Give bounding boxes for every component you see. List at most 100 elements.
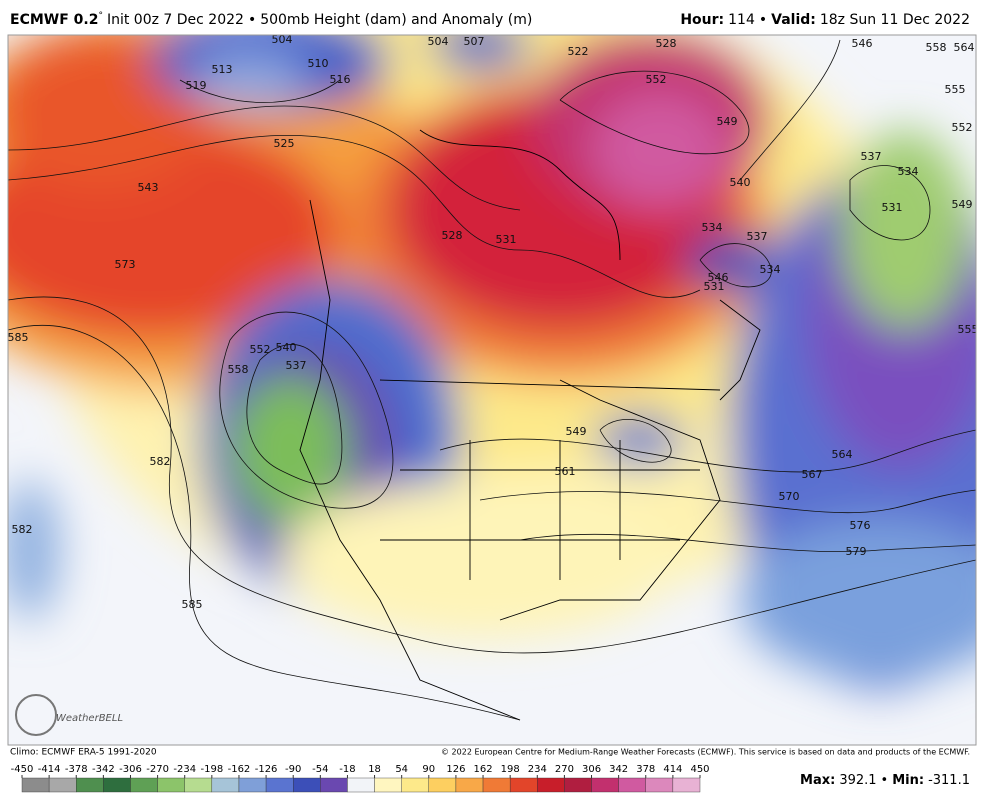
contour-label: 537 (861, 150, 882, 163)
colorbar-swatch (428, 777, 457, 793)
contour-label: 558 (926, 41, 947, 54)
colorbar-tick-label: 90 (422, 764, 435, 775)
colorbar-swatch (591, 777, 619, 793)
colorbar-swatch (76, 777, 104, 793)
contour-label: 534 (702, 221, 723, 234)
colorbar-tick-label: -306 (119, 764, 142, 775)
contour-label: 564 (954, 41, 975, 54)
logo-swirl (15, 694, 57, 736)
colorbar-tick-label: 18 (368, 764, 381, 775)
separator: • (248, 12, 256, 28)
colorbar-swatch (618, 777, 646, 793)
contour-label: 534 (898, 165, 919, 178)
contour-label: 585 (182, 598, 203, 611)
contour-label: 558 (228, 363, 249, 376)
colorbar-swatch (455, 777, 484, 793)
max: 392.1 (839, 773, 876, 788)
contour-label: 516 (330, 73, 351, 86)
colorbar-swatch (482, 777, 511, 793)
max-min: Max: 392.1 • Min: -311.1 (800, 773, 970, 788)
contour-label: 576 (850, 519, 871, 532)
contour-label: 549 (717, 115, 738, 128)
contour-label: 552 (952, 121, 973, 134)
height-contours (8, 39, 976, 721)
colorbar-swatch (293, 777, 321, 793)
separator: • (881, 773, 889, 788)
colorbar-tick-label: -414 (38, 764, 61, 775)
contour-label: 519 (186, 79, 207, 92)
valid-time: Hour: 114 • Valid: 18z Sun 11 Dec 2022 (680, 12, 970, 28)
contour-label: 537 (747, 230, 768, 243)
colorbar-swatch (48, 777, 77, 793)
contour-label: 582 (150, 455, 171, 468)
colorbar-swatch (130, 777, 158, 793)
colorbar-tick-label: -18 (339, 764, 355, 775)
contour-label: 522 (568, 45, 589, 58)
contour-label: 525 (274, 137, 295, 150)
contour-label: 582 (12, 523, 33, 536)
colorbar-tick-label: 234 (528, 764, 547, 775)
contour-label: 549 (566, 425, 587, 438)
colorbar-tick-label: -198 (200, 764, 223, 775)
colorbar-tick-label: -270 (146, 764, 169, 775)
contour-label: 510 (308, 57, 329, 70)
contour-label: 531 (496, 233, 517, 246)
hour-label: Hour: (680, 12, 724, 28)
colorbar-tick-label: 450 (690, 764, 709, 775)
colorbar-tick-label: 306 (582, 764, 601, 775)
model-name: ECMWF 0.2 (10, 12, 98, 28)
contour-label: 507 (464, 35, 485, 48)
map-frame (7, 34, 977, 746)
colorbar-swatch (401, 777, 429, 793)
coastlines-and-borders (299, 129, 761, 721)
contour-label: 531 (704, 280, 725, 293)
contour-label: 555 (945, 83, 966, 96)
model: ECMWF 0.2° Init 00z 7 Dec 2022 • 500mb Heig… (10, 11, 532, 29)
title: 500mb Height (dam) and Anomaly (m) (260, 12, 532, 28)
anomaly-field (8, 35, 976, 690)
climo: Climo: ECMWF ERA-5 1991-2020 (10, 748, 157, 758)
map: 573 585 582 543 525 519 513 510 504 504 507 516 528 5… (8, 33, 979, 745)
colorbar-swatch (184, 777, 213, 793)
contour-labels: 573 585 582 543 525 519 513 510 504 504 507 516 528 5… (8, 33, 979, 611)
contour-label: 555 (958, 323, 979, 336)
colorbar-swatch (645, 777, 674, 793)
colorbar-tick-label: 198 (501, 764, 520, 775)
colorbar-swatch (238, 777, 267, 793)
contour-label: 570 (779, 490, 800, 503)
colorbar-swatch (320, 777, 348, 793)
colorbar-swatch (347, 777, 375, 793)
contour-label: 528 (442, 229, 463, 242)
colorbar-tick-label: -342 (92, 764, 115, 775)
contour-label: 540 (276, 341, 297, 354)
logo: WeatherBELL (56, 713, 123, 724)
contour-label: 561 (555, 465, 576, 478)
colorbar-tick-label: 270 (555, 764, 574, 775)
contour-label: 585 (8, 331, 29, 344)
colorbar-tick-label: -378 (65, 764, 88, 775)
colorbar-tick-label: -90 (285, 764, 301, 775)
colorbar-tick-label: 378 (636, 764, 655, 775)
colorbar-swatch (564, 777, 592, 793)
contour-label: 534 (760, 263, 781, 276)
colorbar-swatch (509, 777, 538, 793)
colorbar-tick-label: 54 (395, 764, 408, 775)
colorbar-swatch (103, 777, 131, 793)
contour-label: 504 (272, 33, 293, 46)
contour-label: 552 (646, 73, 667, 86)
colorbar-swatch (374, 777, 402, 793)
contour-label: 579 (846, 545, 867, 558)
colorbar-tick-label: -450 (11, 764, 34, 775)
colorbar-swatch (672, 777, 701, 793)
colorbar-tick-label: 342 (609, 764, 628, 775)
max-label: Max (800, 773, 831, 788)
header: ECMWF 0.2° Init 00z 7 Dec 2022 • 500mb Heig… (10, 11, 970, 29)
copyright: © 2022 European Centre for Medium-Range … (441, 748, 970, 757)
colorbar-tick-label: -126 (255, 764, 278, 775)
contour-label: 504 (428, 35, 449, 48)
colorbar-swatch (211, 777, 240, 793)
separator: • (759, 12, 767, 28)
min-label: Min (892, 773, 919, 788)
colorbar-tick-label: -54 (312, 764, 328, 775)
valid: 18z Sun 11 Dec 2022 (820, 12, 970, 28)
